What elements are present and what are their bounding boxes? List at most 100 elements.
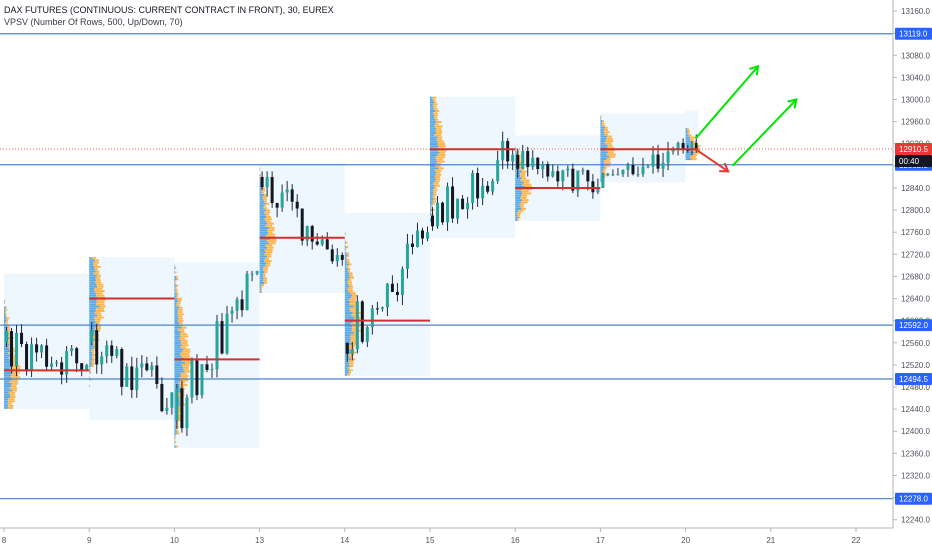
- volume-bar-down: [607, 144, 613, 147]
- x-tick-label: 16: [511, 536, 520, 545]
- volume-bar-down: [94, 268, 98, 271]
- volume-bar-down: [265, 220, 271, 223]
- volume-bar-up: [430, 198, 434, 201]
- candle-body: [15, 332, 19, 367]
- volume-bar-up: [4, 371, 13, 374]
- volume-bar-up: [259, 229, 268, 232]
- volume-bar-down: [345, 241, 348, 244]
- volume-bar-down: [264, 193, 268, 196]
- volume-bar-down: [349, 285, 354, 288]
- volume-bar-down: [432, 202, 435, 205]
- volume-bar-down: [5, 315, 7, 318]
- volume-bar-up: [89, 276, 96, 279]
- volume-bar-up: [344, 252, 347, 255]
- volume-bar-down: [177, 311, 183, 314]
- volume-bar-up: [4, 350, 11, 353]
- volume-bar-up: [344, 364, 350, 367]
- volume-bar-up: [4, 317, 7, 320]
- volume-bar-up: [430, 154, 438, 157]
- volume-bar-down: [348, 371, 351, 374]
- volume-bar-down: [175, 286, 177, 289]
- volume-bar-down: [518, 155, 521, 158]
- volume-bar-down: [92, 340, 96, 343]
- volume-bar-down: [430, 206, 432, 209]
- candle-body: [611, 174, 615, 176]
- volume-bar-up: [430, 209, 433, 212]
- volume-bar-down: [92, 351, 95, 354]
- volume-bar-up: [174, 425, 177, 428]
- volume-bar-down: [347, 373, 350, 376]
- volume-bar-up: [259, 262, 267, 265]
- volume-bar-down: [607, 135, 612, 138]
- volume-bar-down: [522, 183, 532, 186]
- volume-bar-up: [600, 155, 610, 158]
- volume-bar-up: [174, 421, 177, 424]
- volume-bar-up: [259, 237, 270, 240]
- candle-body: [225, 313, 229, 354]
- volume-bar-down: [435, 162, 442, 165]
- volume-bar-down: [689, 156, 696, 158]
- volume-bar-down: [176, 445, 178, 448]
- volume-bar-down: [692, 153, 698, 156]
- volume-bar-down: [352, 294, 357, 297]
- volume-bar-up: [259, 202, 266, 205]
- volume-bar-down: [437, 154, 446, 157]
- volume-bar-up: [259, 266, 264, 269]
- candle-body: [516, 154, 520, 169]
- volume-bar-up: [174, 335, 181, 338]
- volume-bar-down: [604, 133, 609, 136]
- candle-body: [431, 215, 435, 227]
- candle-body: [641, 166, 645, 175]
- volume-bar-up: [259, 200, 265, 203]
- volume-bar-down: [183, 348, 191, 351]
- volume-bar-up: [515, 199, 523, 202]
- volume-bar-down: [601, 117, 602, 120]
- candle-body: [531, 157, 535, 168]
- volume-bar-up: [259, 191, 262, 194]
- volume-bar-up: [515, 210, 519, 213]
- volume-bar-down: [176, 430, 179, 433]
- volume-bar-up: [600, 160, 604, 163]
- volume-bar-down: [349, 276, 355, 279]
- volume-bar-down: [435, 129, 443, 132]
- volume-bar-up: [259, 224, 266, 227]
- volume-bar-up: [600, 140, 606, 143]
- projection-arrow-head: [719, 162, 730, 173]
- volume-bar-down: [350, 323, 360, 326]
- candle-body: [85, 364, 89, 371]
- volume-bar-down: [260, 174, 262, 177]
- volume-bar-down: [175, 291, 178, 294]
- candle-body: [155, 365, 159, 384]
- volume-bar-up: [259, 180, 261, 183]
- volume-bar-down: [266, 209, 271, 212]
- volume-bar-up: [430, 169, 435, 172]
- volume-bar-down: [176, 275, 178, 278]
- candle-body: [305, 226, 309, 241]
- volume-bar-down: [91, 356, 94, 359]
- volume-bar-down: [437, 140, 445, 143]
- volume-bar-down: [11, 374, 19, 377]
- volume-bar-up: [344, 353, 349, 356]
- volume-bar-down: [177, 408, 181, 411]
- volume-bar-down: [8, 391, 16, 394]
- volume-bar-up: [259, 233, 268, 236]
- candle-body: [441, 202, 445, 223]
- volume-bar-up: [4, 326, 8, 329]
- volume-bar-down: [10, 376, 21, 379]
- y-tick-label: 12480.0: [901, 383, 930, 392]
- volume-bar-up: [174, 271, 176, 274]
- candle-body: [476, 173, 480, 199]
- candle-body: [491, 180, 495, 192]
- volume-bar-up: [89, 371, 91, 374]
- volume-bar-up: [430, 193, 434, 196]
- volume-bar-up: [89, 268, 95, 271]
- volume-bar-down: [431, 204, 433, 207]
- volume-bar-up: [259, 187, 263, 190]
- volume-bar-up: [174, 430, 177, 433]
- candle-body: [270, 177, 274, 204]
- candle-body: [370, 308, 374, 328]
- volume-bar-down: [265, 224, 273, 227]
- volume-bar-down: [11, 385, 17, 388]
- volume-bar-up: [600, 169, 604, 172]
